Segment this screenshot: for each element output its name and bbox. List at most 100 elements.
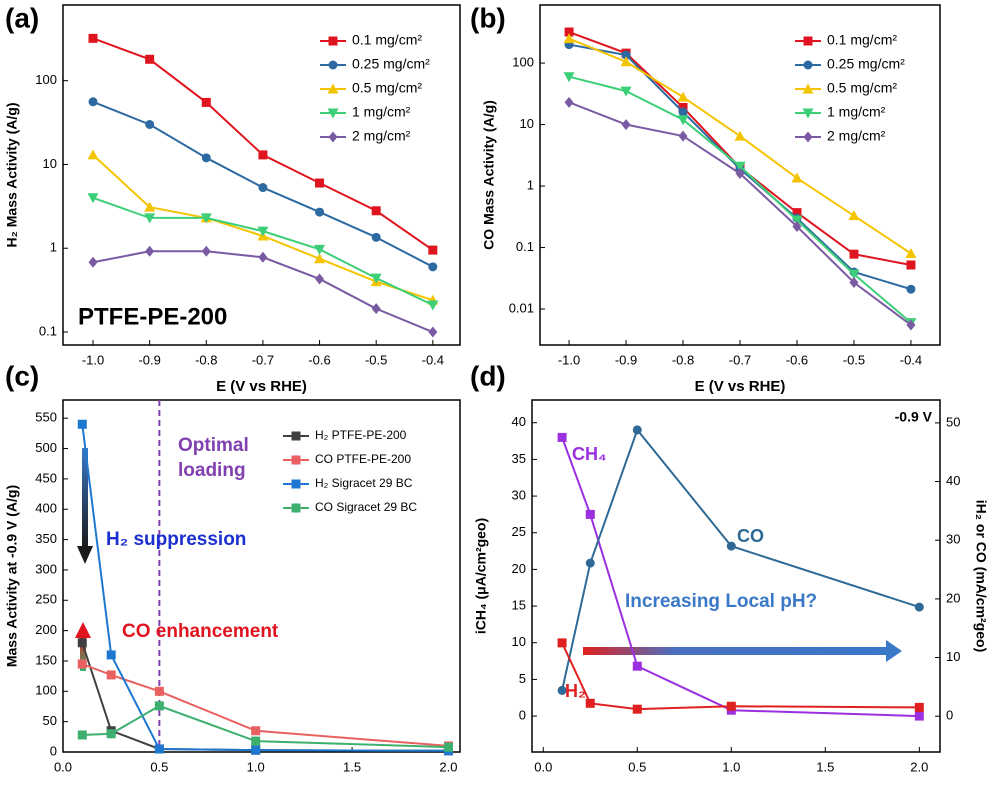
legend-label: 2 mg/cm²: [827, 128, 886, 144]
x-tick-label: -0.6: [308, 352, 330, 367]
plot-frame: [62, 4, 461, 346]
x-tick-label: 0.0: [54, 759, 72, 774]
x-tick-label: 0.5: [628, 759, 646, 774]
marker: [563, 33, 575, 44]
y2-tick-label: 50: [946, 414, 960, 429]
marker: [678, 102, 688, 112]
marker: [87, 149, 99, 160]
marker: [328, 60, 338, 70]
x-tick-label: -0.9: [138, 352, 160, 367]
marker: [258, 183, 268, 193]
plot-frame: [531, 399, 941, 753]
x-tick-label: -0.8: [195, 352, 217, 367]
legend-label: H₂ PTFE-PE-200: [315, 428, 407, 442]
x-axis-title: Mass Loading (mg/cm²): [178, 785, 346, 786]
y-tick-label: 100: [35, 72, 57, 87]
marker: [201, 97, 211, 107]
marker: [251, 726, 261, 736]
y-tick-label: 450: [35, 470, 57, 485]
plot-frame: [62, 399, 461, 753]
y-tick-label: 10: [520, 116, 534, 131]
marker: [428, 326, 438, 338]
marker: [106, 729, 116, 739]
legend-label: 0.1 mg/cm²: [352, 32, 422, 48]
marker: [792, 208, 802, 218]
x-tick-label: -0.4: [422, 352, 444, 367]
y-tick-label: 5: [519, 671, 526, 686]
marker: [201, 153, 211, 163]
x-tick-label: -1.0: [82, 352, 104, 367]
marker: [678, 107, 688, 117]
marker: [314, 253, 326, 264]
marker: [632, 661, 642, 671]
marker: [791, 215, 803, 226]
legend-label: 0.5 mg/cm²: [352, 80, 422, 96]
annotation: Optimal: [178, 435, 249, 456]
marker: [328, 36, 338, 46]
annotation: PTFE-PE-200: [78, 303, 227, 330]
y-axis-title: H₂ Mass Activity (A/g): [4, 103, 20, 248]
marker: [371, 232, 381, 242]
arrow-shaft: [80, 635, 86, 671]
marker: [77, 659, 87, 669]
y-tick-label: 50: [43, 713, 57, 728]
marker: [734, 161, 746, 172]
marker: [106, 670, 116, 680]
marker: [848, 269, 860, 280]
marker: [678, 130, 688, 142]
marker: [201, 245, 211, 257]
series-label: CH₄: [572, 444, 607, 464]
marker: [621, 119, 631, 131]
marker: [848, 210, 860, 221]
panel-label: (a): [5, 2, 39, 33]
arrows: [75, 448, 902, 671]
series-line: [561, 437, 920, 718]
x-tick-label: -0.9: [615, 352, 637, 367]
marker: [428, 262, 438, 272]
annotation: H₂ suppression: [106, 529, 246, 550]
marker: [77, 730, 87, 740]
y-tick-label: 25: [512, 524, 526, 539]
marker: [327, 108, 339, 119]
y2-tick-label: 0: [946, 708, 953, 723]
marker: [564, 27, 574, 37]
marker: [914, 711, 924, 721]
marker: [726, 541, 736, 551]
marker: [791, 172, 803, 183]
y-axis-title: CO Mass Activity (A/g): [481, 100, 497, 250]
x-tick-label: 0.0: [534, 759, 552, 774]
marker: [632, 704, 642, 714]
legend-label: H₂ Sigracet 29 BC: [315, 476, 413, 490]
marker: [735, 168, 745, 180]
legend-label: 0.25 mg/cm²: [827, 56, 905, 72]
marker: [905, 247, 917, 258]
legend-label: 0.1 mg/cm²: [827, 32, 897, 48]
x-axis-title: E (V vs RHE): [216, 378, 307, 395]
marker: [914, 602, 924, 612]
x-tick-label: -0.7: [252, 352, 274, 367]
legend-label: 0.5 mg/cm²: [827, 80, 897, 96]
marker: [144, 201, 156, 212]
marker: [585, 558, 595, 568]
y-tick-label: 500: [35, 440, 57, 455]
arrow-head: [75, 622, 91, 638]
marker: [427, 300, 439, 311]
marker: [314, 244, 326, 255]
marker: [291, 431, 301, 441]
marker: [327, 83, 339, 94]
marker: [154, 744, 164, 754]
arrow-head: [77, 546, 93, 564]
marker: [315, 178, 325, 188]
marker: [200, 213, 212, 224]
annotation: loading: [178, 460, 246, 481]
legend-label: 1 mg/cm²: [827, 104, 886, 120]
marker: [726, 701, 736, 711]
y-tick-label: 35: [512, 451, 526, 466]
y-tick-label: 1: [527, 177, 534, 192]
y2-tick-label: 40: [946, 473, 960, 488]
x-tick-label: -0.5: [843, 352, 865, 367]
legend-label: 2 mg/cm²: [352, 128, 411, 144]
y-tick-label: 30: [512, 488, 526, 503]
marker: [258, 150, 268, 160]
